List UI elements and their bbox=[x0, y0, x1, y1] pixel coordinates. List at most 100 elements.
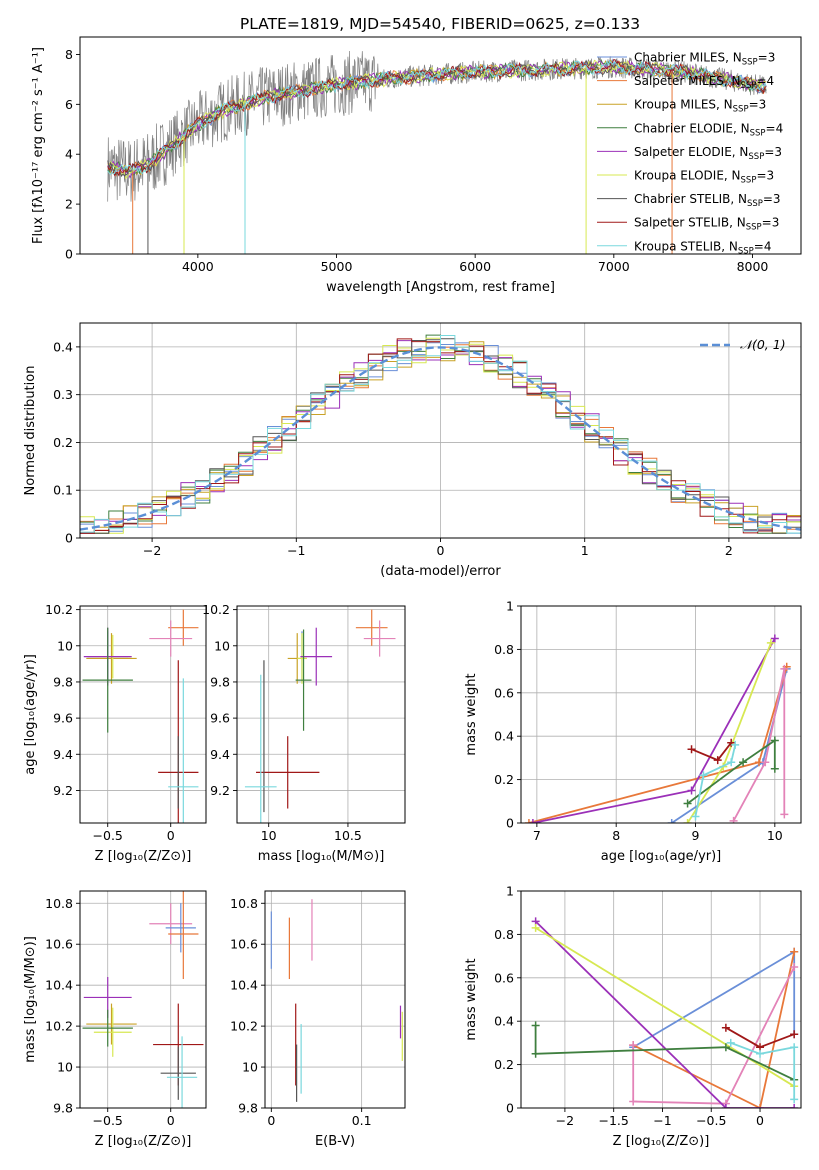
spectrum-plot: 4000 5000 6000 7000 8000 0 2 4 6 8 wavelength [Ang… bbox=[31, 36, 802, 295]
legend-suffix: =3 bbox=[756, 169, 774, 183]
age-vs-mass-plot: 10 10.5 9.2 9.4 9.6 9.8 10 10.2 mass [log₁₀(M/M⊙… bbox=[202, 602, 406, 864]
y-tick-label: 9.8 bbox=[238, 1101, 258, 1116]
x-tick-label: 9 bbox=[692, 828, 700, 843]
weight-marker-ks bbox=[727, 758, 736, 767]
y-axis-label: mass weight bbox=[464, 673, 479, 755]
weight-marker-ce bbox=[770, 736, 779, 745]
x-tick-label: 8000 bbox=[737, 259, 769, 274]
weight-marker-pink bbox=[629, 1097, 638, 1106]
weight-line-se bbox=[534, 920, 795, 1108]
legend-label: Chabrier ELODIE, N bbox=[634, 121, 750, 135]
y-tick-label: 10.2 bbox=[230, 1019, 258, 1034]
y-tick-label: 10.2 bbox=[202, 602, 230, 617]
y-tick-label: 10 bbox=[214, 638, 230, 653]
weight-marker-se bbox=[770, 634, 779, 643]
y-tick-label: 0 bbox=[65, 531, 73, 546]
figure-title: PLATE=1819, MJD=54540, FIBERID=0625, z=0… bbox=[240, 15, 640, 33]
legend-label: Salpeter MILES, N bbox=[634, 74, 741, 88]
x-tick-label: 8 bbox=[612, 828, 620, 843]
weight-marker-ce bbox=[531, 1049, 540, 1058]
y-tick-label: 9.4 bbox=[210, 747, 230, 762]
y-tick-label: 9.8 bbox=[53, 1101, 73, 1116]
axes-frame bbox=[520, 890, 802, 1109]
legend-sub: SSP bbox=[733, 105, 749, 115]
legend-sub: SSP bbox=[741, 176, 757, 186]
plot-area bbox=[82, 891, 204, 1108]
weight-marker-ks bbox=[699, 771, 708, 780]
x-tick-label: −0.5 bbox=[696, 1113, 726, 1128]
y-tick-label: 0.3 bbox=[53, 387, 73, 402]
x-tick-label: 10.5 bbox=[334, 828, 362, 843]
legend-sub: SSP bbox=[738, 246, 754, 256]
y-axis-label: Flux [fλ10⁻¹⁷ erg cm⁻² s⁻¹ A⁻¹] bbox=[31, 47, 46, 244]
y-tick-label: 10 bbox=[57, 1060, 73, 1075]
y-tick-label: 0.6 bbox=[494, 685, 514, 700]
x-tick-label: −2 bbox=[143, 543, 161, 558]
histogram-ks bbox=[80, 335, 801, 534]
y-tick-label: 0.1 bbox=[53, 483, 73, 498]
x-axis-label: Z [log₁₀(Z/Z⊙)] bbox=[95, 1134, 192, 1149]
model-spectrum-se bbox=[107, 59, 767, 179]
mass-vs-extinction-plot: 0 0.1 9.8 10 10.2 10.4 10.6 10.8 E(B-V) bbox=[230, 890, 406, 1149]
x-tick-label: 10 bbox=[261, 828, 277, 843]
weight-marker-ss bbox=[713, 756, 722, 765]
weight-marker-ss bbox=[790, 1030, 799, 1039]
x-axis-label: Z [log₁₀(Z/Z⊙)] bbox=[613, 1134, 710, 1149]
x-tick-label: 1 bbox=[581, 543, 589, 558]
weight-marker-ce bbox=[531, 1021, 540, 1030]
x-tick-label: 0 bbox=[267, 1113, 275, 1128]
y-tick-label: 1 bbox=[506, 884, 514, 899]
legend-label: Chabrier STELIB, N bbox=[634, 192, 747, 206]
legend-entry: Chabrier STELIB, NSSP=3 bbox=[634, 192, 781, 209]
y-tick-label: 2 bbox=[65, 197, 73, 212]
y-tick-label: 9.2 bbox=[210, 783, 230, 798]
y-tick-label: 9.2 bbox=[53, 783, 73, 798]
weight-marker-se bbox=[528, 819, 537, 823]
y-tick-label: 10 bbox=[242, 1060, 258, 1075]
y-tick-label: 1 bbox=[506, 599, 514, 614]
model-spectrum-ks bbox=[107, 60, 767, 176]
legend-suffix: =3 bbox=[749, 98, 767, 112]
plot-area bbox=[270, 899, 403, 1102]
axes-frame bbox=[79, 890, 207, 1109]
y-tick-label: 10.4 bbox=[45, 978, 73, 993]
y-axis-label: mass [log₁₀(M/M⊙)] bbox=[23, 936, 38, 1063]
y-axis-label: mass weight bbox=[464, 958, 479, 1040]
legend-label: Salpeter STELIB, N bbox=[634, 216, 746, 230]
axes-frame bbox=[79, 605, 207, 824]
legend-sub: SSP bbox=[750, 128, 766, 138]
weight-marker-pink bbox=[790, 962, 799, 971]
y-tick-label: 0.4 bbox=[53, 339, 73, 354]
y-tick-label: 9.4 bbox=[53, 747, 73, 762]
plot-area bbox=[524, 634, 791, 823]
weight-marker-cm bbox=[667, 819, 676, 823]
weight-marker-ce bbox=[721, 1043, 730, 1052]
weight-line-ce bbox=[534, 1025, 795, 1081]
weight-marker-pink bbox=[761, 758, 770, 767]
gaussian-curve bbox=[80, 346, 801, 531]
x-tick-label: 0 bbox=[437, 543, 445, 558]
x-tick-label: 10 bbox=[767, 828, 783, 843]
weight-line-pink bbox=[632, 966, 796, 1105]
weight-marker-se bbox=[790, 1104, 799, 1108]
y-tick-label: 9.8 bbox=[53, 674, 73, 689]
legend-label: Kroupa MILES, N bbox=[634, 98, 733, 112]
x-tick-label: 7 bbox=[533, 828, 541, 843]
y-tick-label: 0 bbox=[506, 816, 514, 831]
weight-marker-ce bbox=[739, 758, 748, 767]
y-tick-label: 0 bbox=[506, 1101, 514, 1116]
x-axis-label: Z [log₁₀(Z/Z⊙)] bbox=[95, 849, 192, 864]
weight-marker-ke bbox=[766, 638, 775, 647]
legend-sub: SSP bbox=[742, 58, 758, 68]
legend-suffix: =3 bbox=[758, 51, 776, 65]
x-tick-label: 7000 bbox=[598, 259, 630, 274]
weight-line-cm bbox=[632, 950, 796, 1048]
weight-marker-pink bbox=[629, 1041, 638, 1050]
plot-area bbox=[107, 50, 767, 254]
legend-entry: Salpeter MILES, NSSP=4 bbox=[634, 74, 774, 91]
weight-marker-ss bbox=[687, 745, 696, 754]
weight-line-ss bbox=[691, 742, 732, 762]
x-tick-label: 2 bbox=[725, 543, 733, 558]
legend-sub: SSP bbox=[748, 152, 764, 162]
